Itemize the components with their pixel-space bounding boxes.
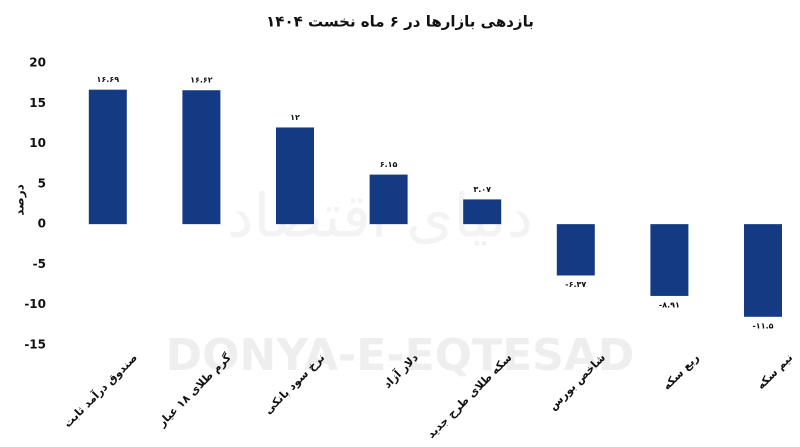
value-label: -۶.۳۷ — [565, 280, 586, 289]
value-label: ۱۲ — [290, 113, 300, 122]
bar — [276, 127, 314, 225]
x-tick-label: نیم سکه — [754, 351, 795, 392]
value-label: ۶.۱۵ — [380, 160, 398, 169]
bar — [88, 89, 127, 225]
y-tick-label: 20 — [29, 56, 46, 70]
bar — [650, 224, 689, 296]
y-tick-label: 0 — [38, 217, 46, 231]
y-tick-label: 5 — [38, 176, 46, 190]
x-tick-label: صندوق درآمد ثابت — [60, 350, 140, 430]
y-tick-label: -5 — [33, 257, 46, 271]
value-label: -۸.۹۱ — [659, 300, 680, 309]
value-label: ۳.۰۷ — [473, 185, 491, 194]
y-tick-label: 15 — [29, 96, 46, 110]
bar — [744, 224, 782, 317]
y-tick-label: -15 — [24, 338, 46, 352]
value-label: -۱۱.۵ — [752, 321, 773, 330]
bar — [182, 90, 221, 225]
bar — [463, 199, 502, 225]
chart-title: بازدهی بازارها در ۶ ماه نخست ۱۴۰۴ — [266, 13, 534, 31]
x-tick-label: ربع سکه — [660, 351, 702, 393]
y-tick-label: -10 — [24, 297, 46, 311]
watermark: DONYA-E-EQTESAD — [166, 330, 635, 381]
bar — [369, 174, 408, 225]
y-axis-label: درصد — [13, 184, 27, 216]
bar — [556, 224, 595, 276]
value-label: ۱۶.۶۹ — [97, 75, 120, 84]
y-tick-label: 10 — [29, 136, 46, 150]
value-label: ۱۶.۶۲ — [190, 76, 213, 85]
